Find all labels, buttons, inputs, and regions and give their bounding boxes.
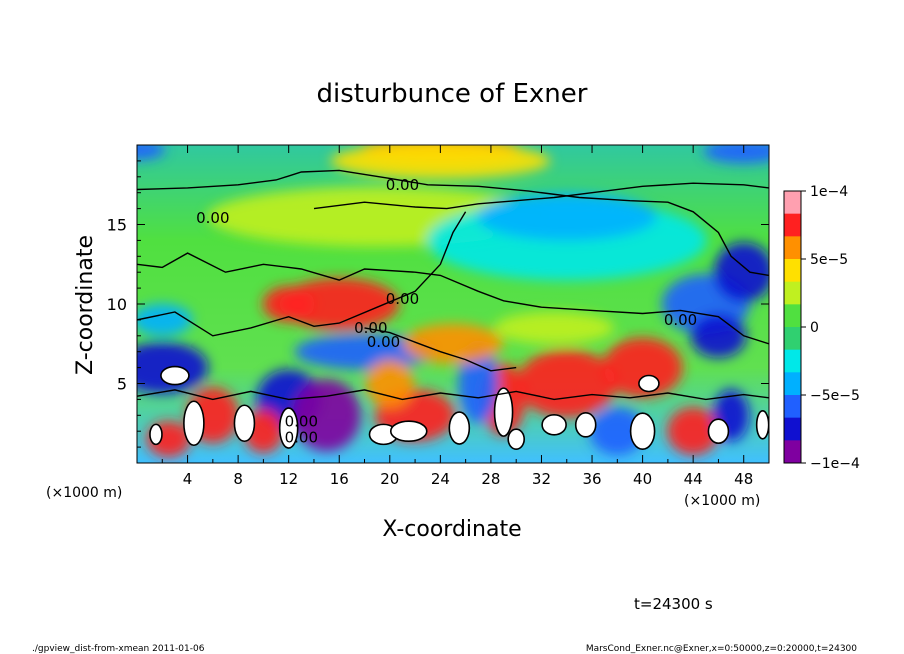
zero-contour <box>137 389 769 401</box>
colorbar-segment <box>784 259 801 283</box>
colorbar: 1e−4 5e−5 0 −5e−5 −1e−4 <box>783 184 860 472</box>
x-tick-label: 32 <box>532 470 551 488</box>
colorbar-tick-label: −5e−5 <box>810 388 860 404</box>
saturated-region <box>541 414 567 436</box>
field-patch <box>516 349 617 418</box>
x-tick-label: 24 <box>431 470 450 488</box>
field-patch <box>330 145 551 179</box>
saturated-region <box>160 365 190 386</box>
colorbar-segment <box>784 417 801 441</box>
colorbar-segment <box>784 236 801 260</box>
field-patch <box>137 341 209 394</box>
saturated-region <box>707 418 730 445</box>
contour-label: 0.00 <box>196 209 229 227</box>
colorbar-tick-label: 0 <box>810 320 819 336</box>
zero-contour <box>137 211 467 337</box>
field-patch <box>690 313 747 358</box>
colorbar-tick-label: −1e−4 <box>810 456 860 472</box>
contour-label: 0.00 <box>664 311 697 329</box>
x-axis-ticks: 4 8 12 16 20 24 28 32 36 40 44 48 <box>161 145 753 488</box>
field-patch <box>137 303 193 336</box>
saturated-region <box>493 387 514 437</box>
x-unit-left: (×1000 m) <box>46 485 122 501</box>
saturated-region <box>278 407 299 449</box>
contour-label: 0.00 <box>285 429 318 447</box>
colorbar-segment <box>784 440 801 464</box>
field-patch <box>713 242 769 303</box>
x-tick-label: 28 <box>481 470 500 488</box>
x-unit-right: (×1000 m) <box>684 493 760 509</box>
field-patch <box>458 343 499 424</box>
colorbar-segment <box>784 191 801 215</box>
colorbar-segment <box>784 395 801 419</box>
y-axis-title: Z-coordinate <box>73 235 98 375</box>
saturated-regions <box>149 365 769 451</box>
field-patch <box>589 407 646 456</box>
footer-right: MarsCond_Exner.nc@Exner,x=0:50000,z=0:20… <box>586 644 857 654</box>
colorbar-tick-label: 5e−5 <box>810 252 848 268</box>
saturated-region <box>183 400 205 447</box>
y-axis-ticks: 5 10 15 <box>107 160 769 448</box>
saturated-region <box>755 410 769 440</box>
colorbar-segment <box>784 372 801 396</box>
field-patch <box>279 278 400 330</box>
x-tick-label: 4 <box>183 470 193 488</box>
zero-contour <box>313 182 769 210</box>
field-patch <box>494 311 615 344</box>
field-patch <box>262 286 315 322</box>
x-tick-label: 8 <box>233 470 243 488</box>
contour-label: 0.00 <box>386 176 419 194</box>
field-patch <box>667 407 720 456</box>
contour-labels: 0.000.000.000.000.000.000.000.00 <box>196 176 697 447</box>
field-patch <box>602 337 683 398</box>
colorbar-segment <box>784 349 801 373</box>
saturated-region <box>638 374 660 393</box>
zero-contour <box>137 252 769 345</box>
saturated-region <box>448 411 471 445</box>
x-tick-label: 36 <box>582 470 601 488</box>
field-shading <box>137 145 769 458</box>
x-tick-label: 16 <box>330 470 349 488</box>
saturated-region <box>574 412 597 438</box>
time-label: t=24300 s <box>634 595 713 613</box>
y-tick-label: 10 <box>107 295 127 314</box>
colorbar-segment <box>784 281 801 305</box>
field-patch <box>137 145 165 160</box>
saturated-region <box>629 412 656 451</box>
saturated-region <box>233 404 256 443</box>
contour-label: 0.00 <box>386 290 419 308</box>
zero-contours <box>137 169 769 401</box>
x-tick-label: 20 <box>380 470 399 488</box>
x-tick-label: 12 <box>279 470 298 488</box>
x-axis-title: X-coordinate <box>382 517 521 542</box>
zero-contour <box>364 327 517 372</box>
contour-label: 0.00 <box>285 413 318 431</box>
colorbar-segment <box>784 327 801 351</box>
zero-contour <box>137 169 769 277</box>
saturated-region <box>507 428 526 450</box>
footer-left: ./gpview_dist-from-xmean 2011-01-06 <box>32 644 205 654</box>
colorbar-segment <box>784 213 801 237</box>
x-tick-label: 40 <box>633 470 652 488</box>
colorbar-segment <box>784 304 801 328</box>
y-tick-label: 15 <box>107 216 127 235</box>
field-patch <box>294 333 435 370</box>
contour-label: 0.00 <box>367 333 400 351</box>
field-patch <box>476 192 657 241</box>
saturated-region <box>149 423 163 446</box>
chart-title: disturbunce of Exner <box>317 79 588 109</box>
colorbar-tick-label: 1e−4 <box>810 184 848 200</box>
plot-area: 0.000.000.000.000.000.000.000.00 4 8 12 16 2… <box>107 144 770 488</box>
field-patch <box>703 145 769 164</box>
contour-label: 0.00 <box>354 319 387 337</box>
saturated-region <box>389 420 428 443</box>
y-tick-label: 5 <box>117 375 127 394</box>
field-patch <box>403 323 503 364</box>
x-tick-label: 44 <box>684 470 703 488</box>
x-tick-label: 48 <box>734 470 753 488</box>
field-patch <box>365 359 414 408</box>
